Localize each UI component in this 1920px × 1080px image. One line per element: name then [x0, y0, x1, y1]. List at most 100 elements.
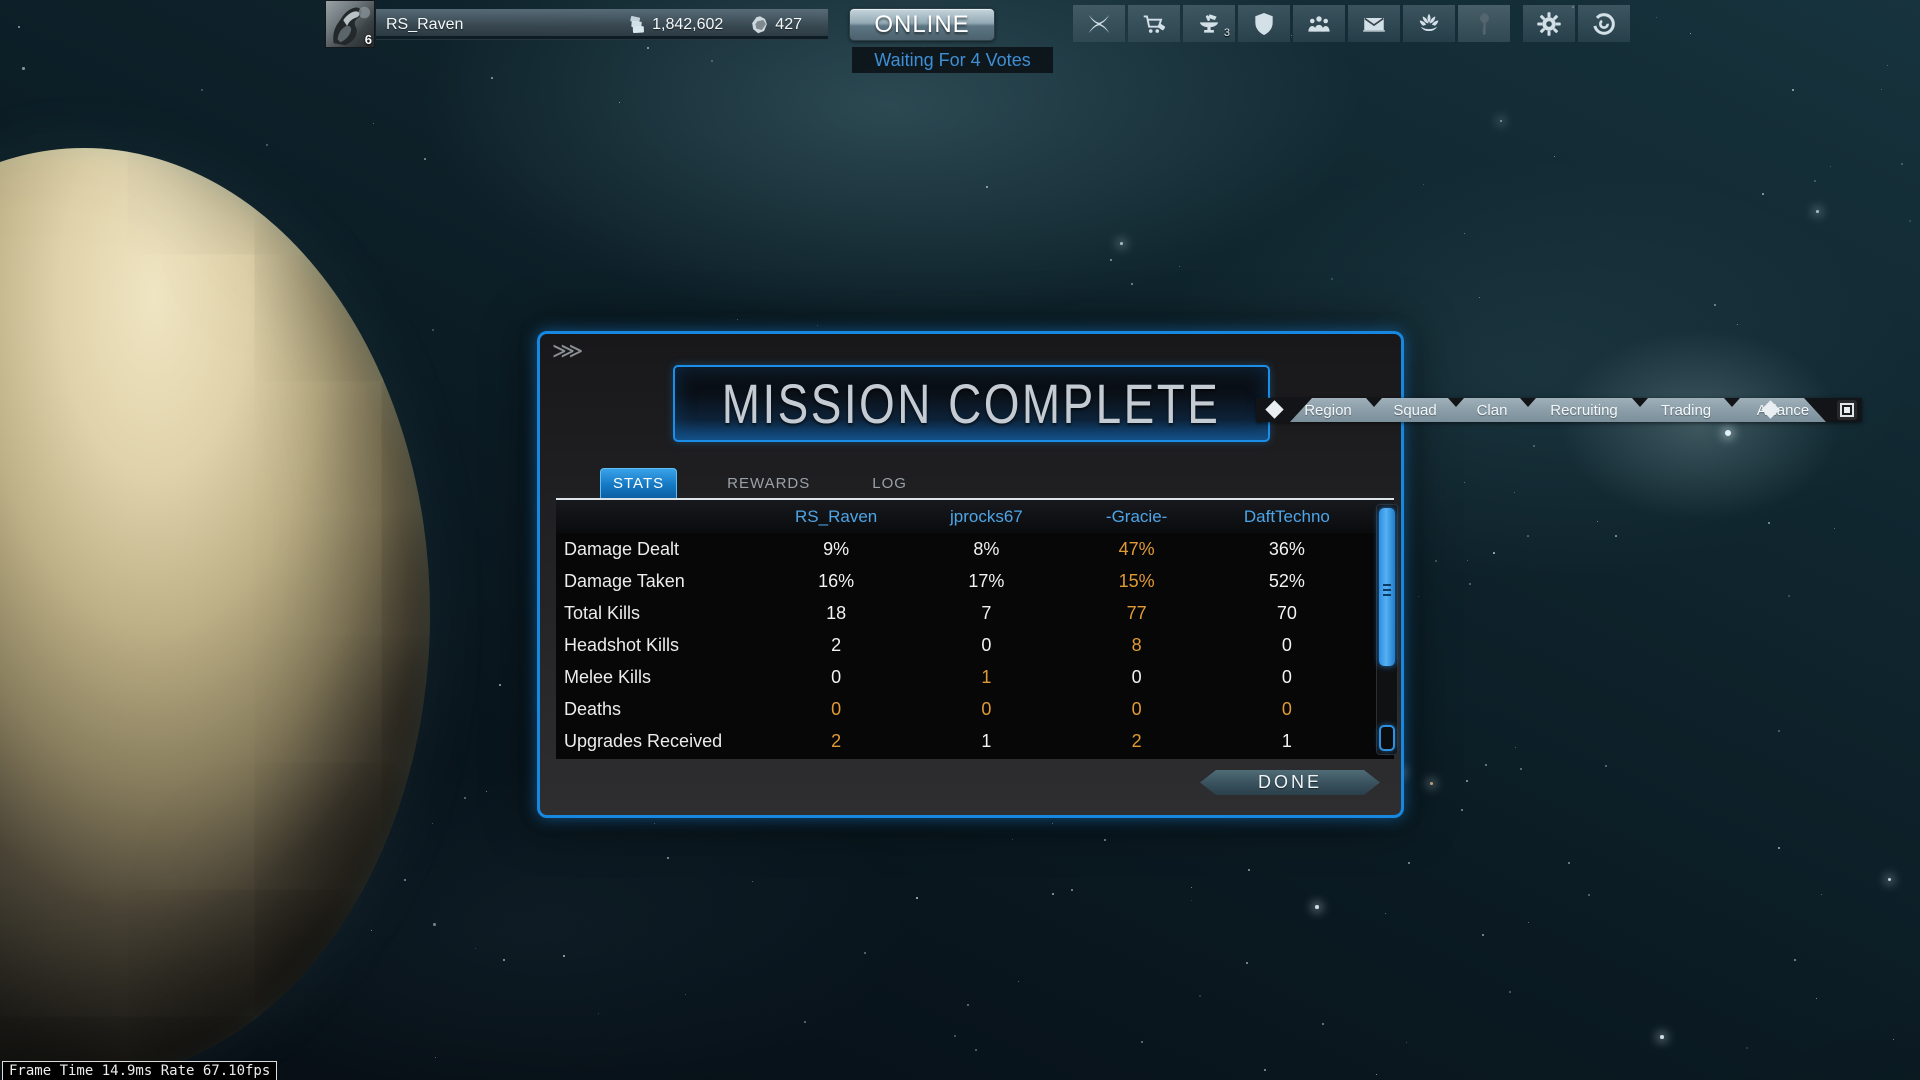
star [1814, 180, 1816, 182]
stat-value: 52% [1268, 570, 1305, 591]
star [1248, 869, 1250, 871]
credits-display: 1,842,602 [626, 14, 723, 36]
bright-star [1120, 242, 1123, 245]
star [1052, 893, 1054, 895]
player-info-bar[interactable]: RS_Raven 1,842,602 427 [376, 9, 828, 40]
online-label: ONLINE [874, 10, 970, 38]
inbox-envelope-button[interactable] [1348, 5, 1400, 42]
chat-tab-alliance[interactable]: Alliance [1756, 401, 1810, 419]
chat-tab-trading[interactable]: Trading [1660, 401, 1712, 419]
star [804, 1021, 806, 1023]
inbox-envelope-icon [1361, 11, 1387, 37]
star [1191, 887, 1192, 888]
tab-notch [1448, 398, 1464, 407]
star [975, 1049, 977, 1051]
logout-target-icon [1591, 11, 1617, 37]
chat-tab-recruiting[interactable]: Recruiting [1550, 401, 1618, 419]
tab-notch [1366, 398, 1382, 407]
triple-chevron-icon[interactable]: ⋙ [552, 338, 584, 363]
star [1690, 33, 1691, 34]
star [1385, 913, 1386, 914]
squad-members-button[interactable] [1293, 5, 1345, 42]
crossed-swords-button[interactable] [1073, 5, 1125, 42]
logout-target-button[interactable] [1578, 5, 1630, 42]
xp-progress-track [376, 36, 828, 39]
star [1514, 492, 1516, 494]
scrollbar-grip [1383, 594, 1391, 596]
star [1467, 560, 1469, 562]
stat-value: 1 [981, 730, 992, 751]
credits-value: 1,842,602 [652, 15, 724, 33]
lotus-alerts-button[interactable] [1403, 5, 1455, 42]
stat-value: 0 [1281, 634, 1292, 655]
star [22, 67, 25, 70]
stat-value: 0 [981, 698, 992, 719]
star [667, 857, 670, 860]
chat-tab-squad[interactable]: Squad [1393, 401, 1437, 419]
star [1464, 233, 1465, 234]
table-row: Headshot Kills 2 0 8 0 [556, 629, 1394, 661]
tab-log[interactable]: LOG [872, 475, 907, 492]
star [1615, 535, 1617, 537]
star [486, 791, 487, 792]
star [598, 1013, 599, 1014]
market-cart-button[interactable] [1128, 5, 1180, 42]
table-scrollbar[interactable] [1376, 504, 1398, 755]
chat-tab-clan[interactable]: Clan [1476, 401, 1508, 419]
star [647, 47, 649, 49]
column-header-player: -Gracie- [1105, 506, 1168, 526]
bright-star [1660, 1035, 1664, 1039]
star [371, 930, 372, 931]
diamond-icon[interactable] [1265, 400, 1284, 419]
avatar-level-badge: 6 [364, 32, 372, 47]
star [1830, 166, 1831, 167]
stat-value: 8% [973, 538, 1000, 559]
lotus-alerts-icon [1416, 11, 1442, 37]
vote-status-text: Waiting For 4 Votes [874, 49, 1031, 70]
stat-value: 0 [1131, 666, 1142, 687]
star [1131, 283, 1134, 286]
star [864, 952, 867, 955]
stat-value: 47% [1118, 538, 1155, 559]
chat-expand-button[interactable] [1837, 400, 1857, 420]
foundry-anvil-button[interactable]: 3 [1183, 5, 1235, 42]
star [475, 948, 477, 950]
stat-value: 0 [831, 698, 842, 719]
star [1110, 259, 1112, 261]
star [1893, 1039, 1895, 1041]
platinum-display: 427 [749, 14, 802, 36]
star [1737, 324, 1738, 325]
tab-rewards[interactable]: REWARDS [727, 475, 811, 492]
star [201, 89, 204, 92]
settings-gear-button[interactable] [1523, 5, 1575, 42]
star [1887, 65, 1889, 67]
stat-label: Melee Kills [564, 666, 652, 687]
shield-button[interactable] [1238, 5, 1290, 42]
chat-bar: Region Squad Clan Recruiting Trading Alliance [1256, 398, 1862, 422]
star [1493, 552, 1495, 554]
star [1588, 894, 1591, 897]
star [1792, 89, 1795, 92]
scrollbar-thumb[interactable] [1379, 508, 1395, 666]
tab-stats[interactable]: STATS [600, 468, 678, 498]
bright-star [1888, 878, 1891, 881]
tab-underline [556, 498, 1394, 500]
stat-value: 9% [823, 538, 850, 559]
star [1479, 297, 1481, 299]
bright-star [1315, 905, 1319, 909]
star [1821, 894, 1823, 896]
credits-icon [626, 14, 648, 36]
stats-body: Damage Dealt 9% 8% 47% 36% Damage Taken 16% 17%… [556, 533, 1394, 757]
online-status-button[interactable]: ONLINE [849, 8, 995, 41]
frame-stats-overlay: Frame Time 14.9ms Rate 67.10fps [2, 1061, 278, 1080]
star [491, 77, 493, 79]
player-avatar[interactable]: 6 [325, 0, 375, 48]
bright-star [1725, 430, 1731, 436]
done-button[interactable]: DONE [1200, 770, 1380, 795]
chat-tab-region[interactable]: Region [1304, 401, 1352, 419]
key-button[interactable] [1458, 5, 1510, 42]
stat-label: Damage Dealt [564, 538, 680, 559]
scrollbar-end-cap [1379, 725, 1395, 751]
